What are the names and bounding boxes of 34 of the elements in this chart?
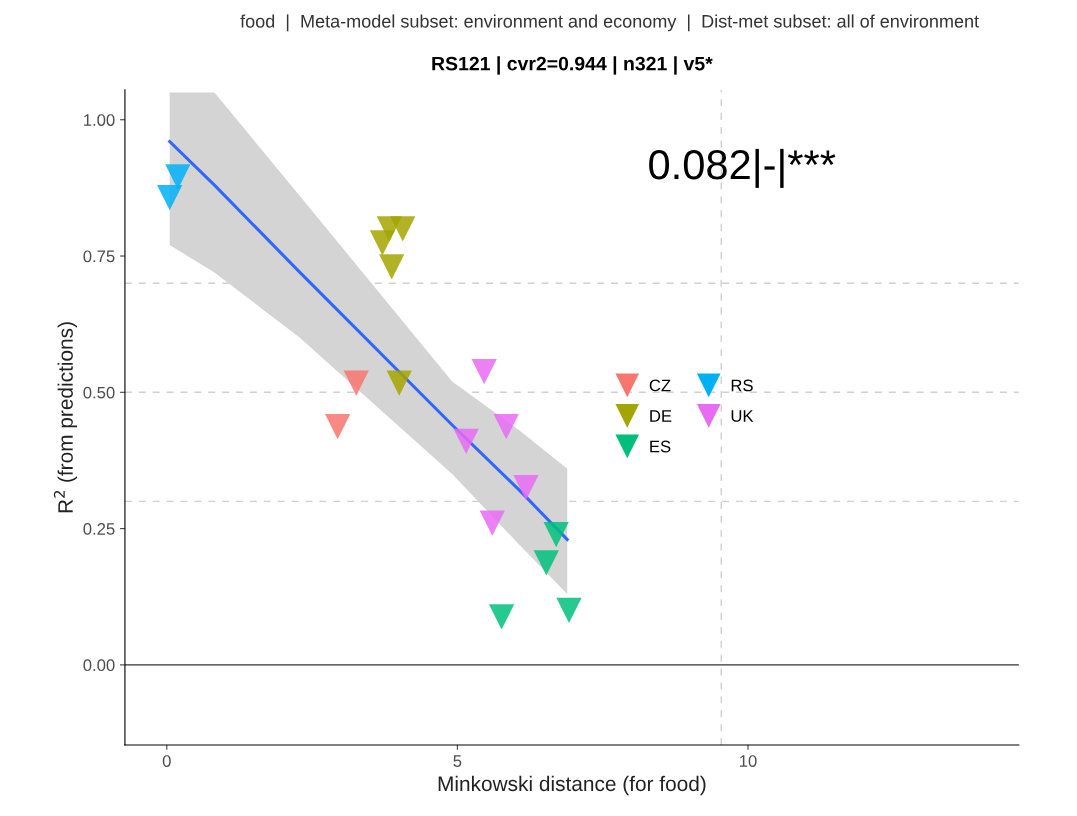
chart-subtitle: food | Meta-model subset: environment and economy | Dist-met subset: all of environment bbox=[240, 14, 979, 32]
x-tick-label: 10 bbox=[740, 755, 757, 767]
point bbox=[453, 428, 479, 454]
y-tick-label: 0.75 bbox=[83, 250, 115, 263]
point bbox=[386, 370, 412, 396]
point bbox=[479, 510, 505, 536]
point bbox=[533, 550, 559, 576]
legend-label: CZ bbox=[649, 379, 671, 392]
y-tick-label: 0.50 bbox=[83, 386, 115, 399]
point bbox=[325, 414, 351, 440]
point bbox=[513, 475, 539, 501]
y-tick-label: 0.25 bbox=[83, 522, 115, 535]
annotation: 0.082|-|*** bbox=[649, 148, 836, 188]
point bbox=[343, 370, 369, 396]
y-tick-label: 1.00 bbox=[84, 114, 115, 126]
legend-label: ES bbox=[650, 440, 671, 453]
chart-title: RS121 | cvr2=0.944 | n321 | v5* bbox=[432, 56, 713, 75]
x-axis-title: Minkowski distance (for food) bbox=[438, 775, 706, 796]
point bbox=[543, 521, 569, 548]
point bbox=[471, 358, 497, 385]
point bbox=[379, 254, 405, 280]
legend-label: DE bbox=[650, 410, 672, 422]
point bbox=[493, 414, 519, 440]
point bbox=[157, 185, 183, 211]
legend-label: UK bbox=[731, 410, 754, 422]
point bbox=[556, 597, 582, 623]
point bbox=[488, 604, 515, 630]
x-tick-label: 5 bbox=[453, 755, 462, 767]
point bbox=[390, 216, 416, 242]
y-tick-label: 0.00 bbox=[83, 659, 115, 672]
x-tick-label: 0 bbox=[162, 755, 171, 767]
y-axis-title: R$^{2}$ (from predictions) bbox=[53, 322, 78, 513]
point bbox=[369, 230, 396, 256]
legend-label: RS bbox=[731, 379, 753, 392]
